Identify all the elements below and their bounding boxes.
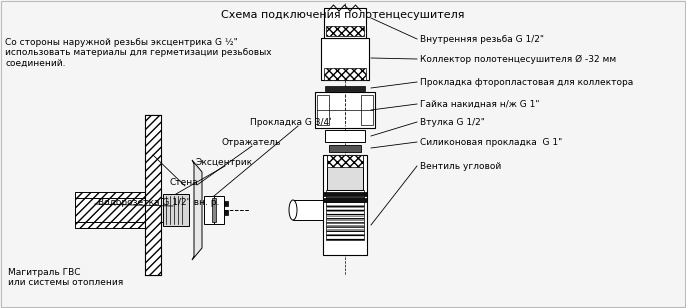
Bar	[329, 145, 361, 152]
Bar	[324, 8, 366, 38]
Bar	[325, 130, 365, 142]
Bar	[327, 155, 363, 167]
Bar	[325, 86, 365, 91]
Bar	[224, 201, 228, 206]
Bar	[326, 190, 364, 240]
Bar	[224, 210, 228, 215]
Bar	[321, 38, 369, 80]
Text: Магитраль ГВС
или системы отопления: Магитраль ГВС или системы отопления	[8, 268, 123, 287]
Text: Силиконовая прокладка  G 1": Силиконовая прокладка G 1"	[420, 138, 563, 147]
Text: Прокладка фторопластовая для коллектора: Прокладка фторопластовая для коллектора	[420, 78, 633, 87]
Ellipse shape	[289, 200, 297, 220]
Text: Водорозетка G 1/2" вн. р.: Водорозетка G 1/2" вн. р.	[98, 198, 220, 207]
Bar	[145, 115, 161, 275]
Text: Схема подключения полотенцесушителя: Схема подключения полотенцесушителя	[222, 10, 464, 20]
Bar	[214, 196, 224, 224]
Bar	[293, 200, 323, 220]
Text: Отражатель: Отражатель	[222, 138, 281, 147]
Bar	[323, 198, 367, 202]
Bar	[212, 198, 216, 222]
Text: Внутренняя резьба G 1/2": Внутренняя резьба G 1/2"	[420, 35, 544, 44]
Text: Эксцентрик: Эксцентрик	[195, 158, 252, 167]
Text: Вентиль угловой: Вентиль угловой	[420, 162, 501, 171]
Bar	[324, 68, 366, 80]
Bar	[326, 26, 364, 36]
Text: Прокладка G 3/4ʹ: Прокладка G 3/4ʹ	[250, 118, 331, 127]
Bar	[75, 192, 145, 228]
Bar	[317, 95, 329, 125]
Text: Стена: Стена	[170, 178, 199, 187]
Bar	[163, 194, 189, 226]
Bar	[327, 155, 363, 190]
PathPatch shape	[192, 160, 202, 260]
Text: Со стороны наружной резьбы эксцентрика G ½"
использовать материалы для герметиза: Со стороны наружной резьбы эксцентрика G…	[5, 38, 272, 68]
Bar	[323, 192, 367, 196]
Text: Гайка накидная н/ж G 1": Гайка накидная н/ж G 1"	[420, 100, 539, 109]
Bar	[204, 196, 214, 224]
Bar	[315, 92, 375, 128]
Bar	[361, 95, 373, 125]
Text: Коллектор полотенцесушителя Ø -32 мм: Коллектор полотенцесушителя Ø -32 мм	[420, 55, 616, 64]
Bar	[323, 155, 367, 255]
Text: Втулка G 1/2": Втулка G 1/2"	[420, 118, 485, 127]
